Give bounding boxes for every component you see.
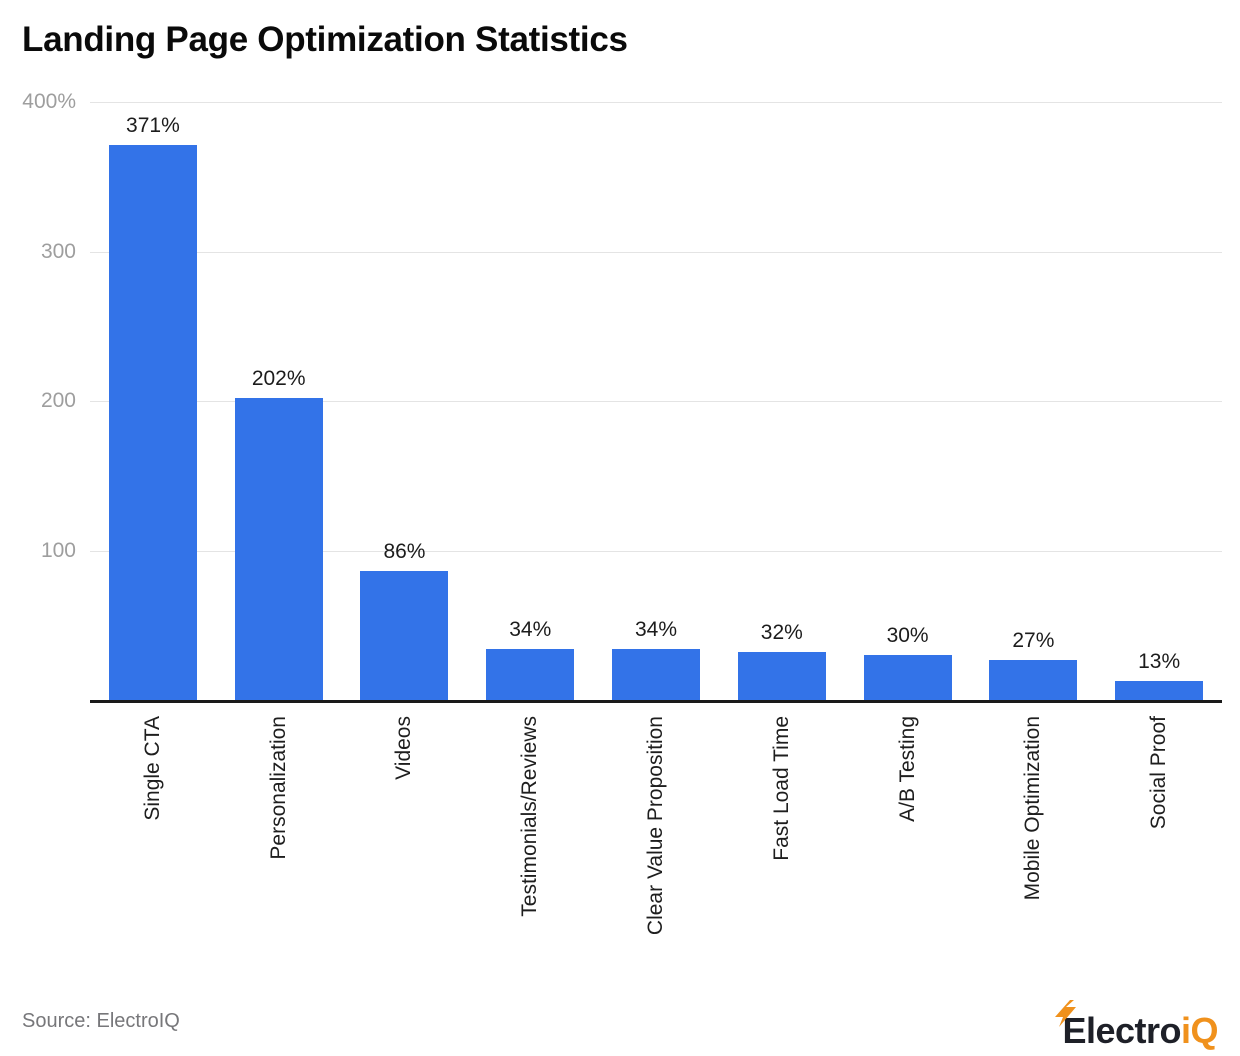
bar-slot: 86% [342,540,468,700]
category-label: A/B Testing [895,716,919,822]
grid-line [90,550,1222,552]
bar-slot: 30% [845,624,971,700]
y-axis: 400% 300 200 100 [0,90,76,703]
brand-text-accent: iQ [1180,1010,1219,1051]
grid-line [90,251,1222,253]
x-label-slot: Single CTA [90,716,216,978]
bar-slot: 202% [216,367,342,700]
bar [234,398,323,700]
bar [611,649,701,700]
lightning-bolt-icon [1055,1000,1077,1027]
bar-value-label: 34% [635,618,678,642]
x-label-slot: Clear Value Proposition [593,716,719,978]
y-tick-label: 300 [40,239,76,263]
category-label: Clear Value Proposition [644,716,668,936]
category-label: Videos [392,716,416,780]
grid-line [90,401,1222,402]
x-label-slot: Personalization [216,716,342,978]
y-tick-label: 100 [40,538,76,562]
bar-value-label: 32% [760,621,803,645]
bar-value-label: 202% [251,367,306,391]
bar [360,571,449,700]
x-label-slot: Fast Load Time [719,716,845,978]
bar [989,659,1078,700]
x-label-slot: A/B Testing [845,716,971,978]
chart-title: Landing Page Optimization Statistics [22,20,628,59]
bar [108,145,197,700]
x-label-slot: Mobile Optimization [970,716,1096,978]
category-label: Mobile Optimization [1021,716,1045,901]
plot-area: 371% 202% 86% 34% 34% 32% 30% 27% 13% [90,102,1222,703]
bar-value-label: 86% [383,540,426,564]
y-tick-label: 200 [40,389,76,412]
bar-slot: 27% [970,629,1096,700]
category-label: Social Proof [1147,716,1171,830]
bar-slot: 34% [467,618,593,700]
x-label-slot: Testimonials/Reviews [467,716,593,978]
bar-slot: 371% [90,114,216,700]
category-label: Single CTA [140,716,164,821]
brand-logo: ElectroiQ [1055,1000,1234,1052]
bar [486,649,575,700]
category-label: Testimonials/Reviews [518,716,542,917]
bar-value-label: 34% [509,618,552,642]
bar-value-label: 371% [126,114,180,138]
bar-slot: 32% [719,621,845,700]
bar-slot: 13% [1096,650,1222,700]
grid-line [90,102,1222,103]
bar [737,652,826,700]
bars-container: 371% 202% 86% 34% 34% 32% 30% 27% 13% [90,102,1222,700]
category-label: Personalization [266,716,290,860]
brand-text-dark: Electro [1062,1010,1181,1051]
x-label-slot: Social Proof [1096,716,1222,978]
bar-value-label: 27% [1012,628,1055,652]
bar [1115,680,1204,700]
category-label: Fast Load Time [769,716,793,861]
bar-value-label: 13% [1138,649,1181,673]
bar-slot: 34% [593,618,719,700]
x-label-slot: Videos [342,716,468,978]
bar [863,655,952,700]
y-tick-label: 400% [22,90,76,113]
x-axis-labels: Single CTA Personalization Videos Testimoni… [90,716,1222,978]
source-note: Source: ElectroIQ [22,1010,180,1032]
bar-value-label: 30% [886,624,929,648]
